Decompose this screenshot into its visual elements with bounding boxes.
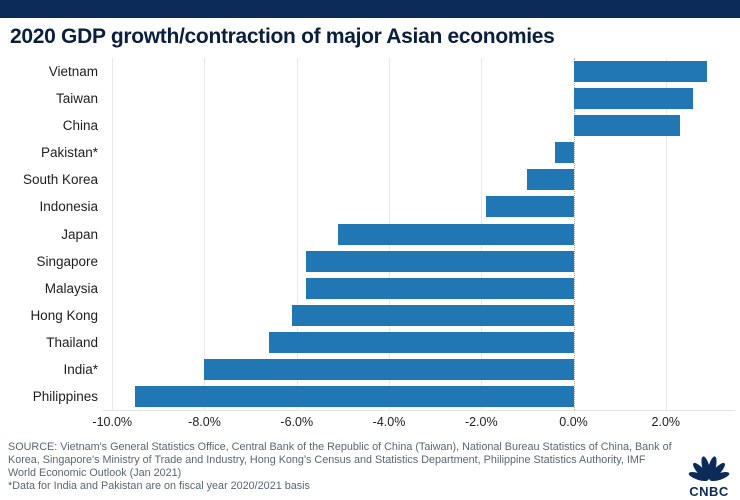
category-label-south-korea: South Korea — [22, 172, 98, 188]
bar-taiwan — [573, 88, 694, 110]
cnbc-peacock-icon — [688, 456, 730, 482]
x-tick-label: 2.0% — [651, 415, 681, 429]
bar-south-korea — [527, 169, 574, 191]
bar-china — [573, 115, 680, 137]
category-label-indonesia: Indonesia — [39, 199, 98, 215]
x-tick-label: -4.0% — [372, 415, 406, 429]
zero-baseline — [573, 58, 575, 410]
category-label-india: India* — [63, 361, 98, 377]
x-tick-label: 0.0% — [559, 415, 588, 429]
category-label-philippines: Philippines — [32, 388, 98, 404]
x-tick-label: -6.0% — [280, 415, 314, 429]
category-label-thailand: Thailand — [46, 334, 98, 350]
source-text: SOURCE: Vietnam's General Statistics Off… — [8, 441, 672, 479]
bar-philippines — [135, 385, 574, 407]
bar-india — [204, 358, 574, 380]
category-label-hong-kong: Hong Kong — [30, 307, 98, 323]
category-label-malaysia: Malaysia — [44, 280, 98, 296]
x-tick-label: -2.0% — [464, 415, 498, 429]
cnbc-wordmark: CNBC — [689, 484, 729, 499]
footer-notes: SOURCE: Vietnam's General Statistics Off… — [8, 441, 676, 493]
x-tick-label: -8.0% — [188, 415, 221, 429]
chart-title: 2020 GDP growth/contraction of major Asi… — [10, 25, 555, 48]
bar-malaysia — [305, 277, 574, 299]
x-tick-label: -10.0% — [92, 415, 133, 429]
bar-indonesia — [485, 196, 574, 218]
gridline — [296, 58, 298, 410]
gridline — [665, 58, 667, 410]
category-label-singapore: Singapore — [36, 253, 98, 269]
bar-pakistan — [555, 142, 574, 164]
bar-thailand — [269, 331, 574, 353]
category-label-china: China — [62, 118, 98, 134]
plot-area — [103, 58, 735, 411]
category-label-vietnam: Vietnam — [48, 64, 98, 80]
cnbc-logo: CNBC — [682, 449, 736, 498]
category-label-japan: Japan — [61, 226, 98, 242]
footnote-text: *Data for India and Pakistan are on fisc… — [8, 480, 310, 492]
bar-hong-kong — [292, 304, 574, 326]
bar-japan — [338, 223, 574, 245]
gridline — [204, 58, 206, 410]
gridline — [112, 58, 114, 410]
category-label-pakistan: Pakistan* — [40, 145, 98, 161]
category-label-taiwan: Taiwan — [55, 91, 98, 107]
bar-singapore — [305, 250, 574, 272]
bar-vietnam — [573, 61, 708, 83]
top-accent-bar — [0, 0, 740, 18]
